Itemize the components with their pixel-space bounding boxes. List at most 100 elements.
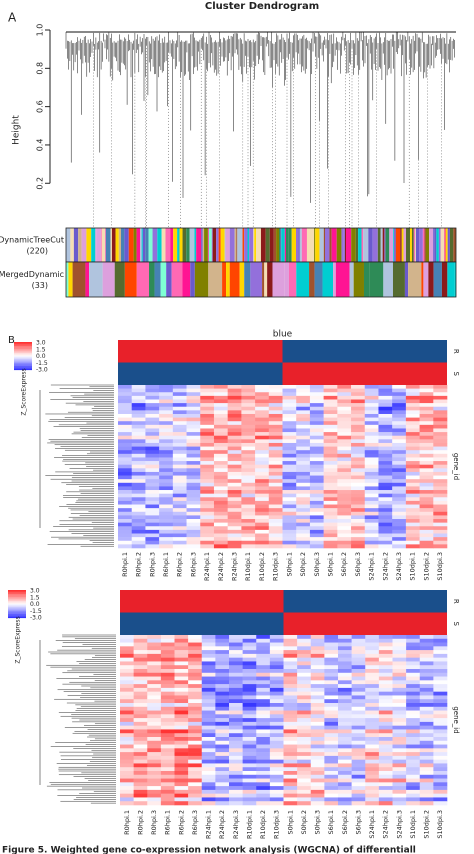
heatmap-cell [296, 504, 311, 509]
heatmap-cell [160, 687, 175, 692]
heatmap-cell [378, 432, 393, 437]
heatmap-cell [337, 446, 352, 451]
heatmap-cell [160, 657, 175, 662]
heatmap-cell [283, 691, 298, 696]
heatmap-cell [188, 767, 203, 772]
heatmap-cell [120, 759, 134, 764]
heatmap-cell [256, 684, 271, 689]
module-color [173, 228, 178, 262]
heatmap-cell [365, 752, 380, 757]
column-label: R24hpi.3 [232, 810, 240, 839]
heatmap-cell [255, 471, 270, 476]
heatmap-cell [269, 718, 284, 723]
heatmap-cell [200, 457, 215, 462]
heatmap-cell [324, 771, 339, 776]
heatmap-cell [392, 797, 407, 802]
heatmap-cell [392, 789, 407, 794]
heatmap-cell [200, 388, 215, 393]
heatmap-cell [406, 733, 421, 738]
heatmap-cell [200, 464, 215, 469]
heatmap-cell [147, 703, 162, 708]
legend-gradient [8, 613, 26, 616]
heatmap-cell [282, 468, 297, 473]
heatmap-cell [323, 406, 338, 411]
module-color [438, 228, 441, 262]
heatmap-cell [120, 703, 134, 708]
heatmap-cell [283, 729, 298, 734]
heatmap-cell [297, 638, 312, 643]
heatmap-cell [201, 680, 216, 685]
module-color [196, 228, 202, 262]
heatmap-cell [200, 421, 215, 426]
heatmap-cell [392, 687, 407, 692]
heatmap-cell [147, 710, 162, 715]
heatmap-cell [433, 468, 448, 473]
heatmap-cell [172, 533, 187, 538]
heatmap-cell [297, 774, 312, 779]
heatmap-cell [378, 703, 393, 708]
heatmap-cell [392, 511, 407, 516]
heatmap-cell [131, 468, 146, 473]
heatmap-cell [351, 421, 366, 426]
heatmap-cell [242, 797, 257, 802]
heatmap-cell [310, 767, 325, 772]
heatmap-cell [213, 471, 228, 476]
heatmap-cell [256, 721, 271, 726]
heatmap-cell [405, 435, 420, 440]
heatmap-cell [392, 703, 407, 708]
heatmap-cell [227, 424, 242, 429]
heatmap-cell [378, 413, 393, 418]
heatmap-cell [133, 733, 148, 738]
heatmap-cell [120, 687, 134, 692]
heatmap-cell [419, 703, 434, 708]
heatmap-cell [269, 676, 284, 681]
heatmap-cell [227, 457, 242, 462]
heatmap-cell [200, 500, 215, 505]
heatmap-cell [337, 424, 352, 429]
legend-gradient [14, 350, 32, 352]
heatmap-cell [131, 435, 146, 440]
heatmap-cell [297, 710, 312, 715]
heatmap-cell [188, 710, 203, 715]
heatmap-cell [378, 533, 393, 538]
heatmap-cell [433, 424, 448, 429]
module-color [95, 228, 97, 262]
heatmap-cell [351, 500, 366, 505]
module-color [118, 228, 122, 262]
heatmap-cell [268, 410, 283, 415]
heatmap-cell [242, 793, 257, 798]
heatmap-cell [241, 515, 256, 520]
heatmap-cell [120, 797, 134, 802]
heatmap-cell [172, 417, 187, 422]
heatmap-cell [392, 432, 407, 437]
heatmap-cell [351, 493, 366, 498]
heatmap-cell [364, 515, 379, 520]
legend-gradient [8, 611, 26, 613]
heatmap-cell [188, 650, 203, 655]
heatmap-cell [406, 687, 421, 692]
heatmap-cell [351, 801, 366, 806]
heatmap-cell [310, 748, 325, 753]
heatmap-cell [268, 526, 283, 531]
heatmap-cell [147, 699, 162, 704]
heatmap-cell [215, 718, 230, 723]
heatmap-cell [338, 748, 352, 753]
heatmap-cell [433, 385, 448, 389]
heatmap-cell [133, 752, 148, 757]
heatmap-cell [433, 793, 448, 798]
heatmap-cell [118, 544, 133, 549]
heatmap-cell [145, 533, 160, 538]
y-tick-label: 0.2 [36, 177, 45, 190]
legend-gradient [8, 592, 26, 595]
heatmap-cell [186, 446, 201, 451]
heatmap-cell [145, 428, 160, 433]
heatmap-cell [351, 486, 366, 491]
heatmap-cell [213, 403, 228, 408]
heatmap-cell [378, 453, 393, 458]
heatmap-cell [324, 669, 339, 674]
heatmap-cell [200, 385, 215, 389]
heatmap-cell [405, 417, 420, 422]
heatmap-cell [120, 653, 134, 658]
heatmap-cell [120, 657, 134, 662]
heatmap-cell [227, 486, 242, 491]
